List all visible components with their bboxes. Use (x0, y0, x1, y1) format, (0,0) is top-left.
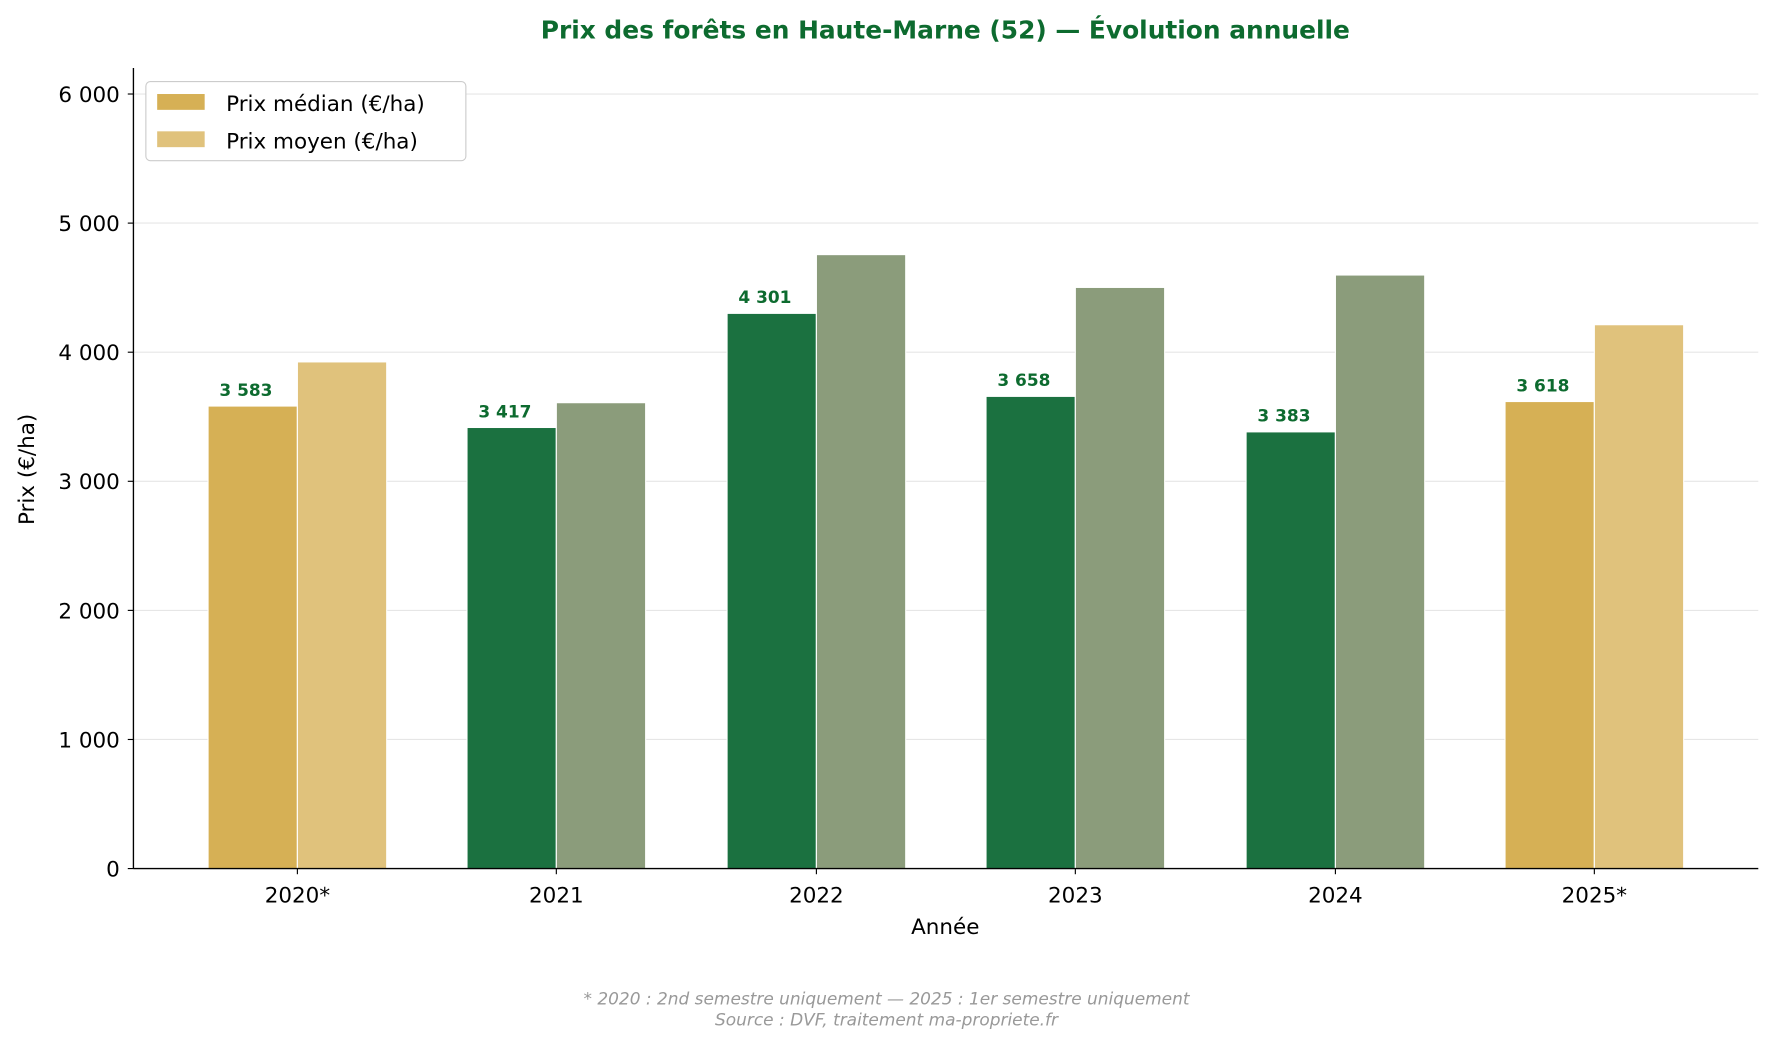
y-ticks: 0 1 000 2 000 3 000 4 000 5 000 6 000 (58, 83, 134, 882)
x-tick-label: 2022 (789, 883, 844, 908)
data-label: 3 618 (1516, 375, 1569, 395)
bar-mean (1074, 286, 1166, 870)
footnote: * 2020 : 2nd semestre uniquement — 2025 … (583, 988, 1190, 1008)
bar-mean (555, 402, 647, 870)
y-tick-label: 3 000 (58, 470, 119, 495)
bar-mean (296, 361, 388, 870)
legend: Prix médian (€/ha) Prix moyen (€/ha) (145, 81, 467, 162)
y-tick-label: 0 (106, 857, 120, 882)
data-label: 3 417 (478, 401, 531, 421)
bar-median (985, 395, 1076, 870)
legend-label-mean: Prix moyen (€/ha) (226, 129, 418, 154)
y-tick-label: 1 000 (58, 728, 119, 753)
bar-median (466, 426, 557, 870)
bar-median (726, 312, 817, 870)
y-tick-label: 4 000 (58, 341, 119, 366)
data-label: 4 301 (738, 287, 791, 307)
x-tick-label: 2023 (1048, 883, 1103, 908)
y-tick-label: 2 000 (58, 599, 119, 624)
legend-label-median: Prix médian (€/ha) (226, 92, 425, 117)
bars (207, 254, 1685, 870)
bar-mean (815, 254, 907, 870)
data-labels: 3 583 3 417 4 301 3 658 3 383 3 618 (219, 287, 1569, 426)
x-tick-label: 2024 (1308, 883, 1363, 908)
bar-median (1504, 400, 1595, 870)
legend-frame (145, 81, 467, 162)
bar-median (207, 405, 298, 870)
bar-median (1245, 431, 1336, 870)
y-tick-label: 6 000 (58, 83, 119, 108)
x-ticks: 2020* 2021 2022 2023 2024 2025* (265, 868, 1628, 908)
legend-swatch-median (157, 94, 205, 110)
x-tick-label: 2021 (529, 883, 584, 908)
bar-mean (1593, 324, 1685, 870)
legend-swatch-mean (157, 131, 205, 148)
y-tick-label: 5 000 (58, 212, 119, 237)
data-label: 3 658 (997, 370, 1050, 390)
source-note: Source : DVF, traitement ma-propriete.fr (715, 1010, 1059, 1030)
data-label: 3 583 (219, 380, 272, 400)
x-axis-label: Année (911, 915, 979, 940)
y-axis-label: Prix (€/ha) (15, 414, 40, 525)
bar-mean (1334, 274, 1426, 870)
x-tick-label: 2020* (265, 883, 331, 908)
data-label: 3 383 (1257, 406, 1310, 426)
x-tick-label: 2025* (1562, 883, 1628, 908)
chart-title: Prix des forêts en Haute-Marne (52) — Év… (541, 16, 1350, 45)
